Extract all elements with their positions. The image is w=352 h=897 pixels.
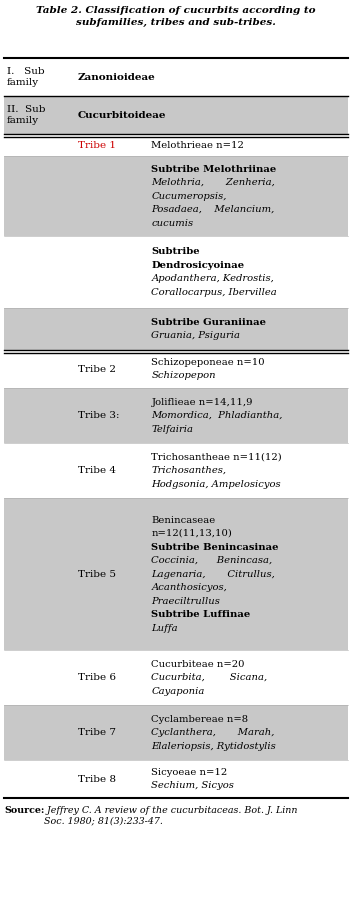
Text: Benincaseae: Benincaseae xyxy=(151,516,216,525)
Text: Posadaea,    Melancium,: Posadaea, Melancium, xyxy=(151,205,275,214)
Text: Tribe 2: Tribe 2 xyxy=(77,364,115,373)
Text: Cyclambereae n=8: Cyclambereae n=8 xyxy=(151,715,249,724)
Text: Tribe 7: Tribe 7 xyxy=(77,728,115,737)
Text: Gruania, Psiguria: Gruania, Psiguria xyxy=(151,331,240,340)
Text: II.  Sub
family: II. Sub family xyxy=(7,105,45,125)
Bar xyxy=(4,308,348,350)
Text: Melothrieae n=12: Melothrieae n=12 xyxy=(151,141,244,150)
Text: Jeffrey C. A review of the cucurbitaceas. Bot. J. Linn
Soc. 1980; 81(3):233-47.: Jeffrey C. A review of the cucurbitaceas… xyxy=(44,806,297,825)
Bar xyxy=(4,350,348,388)
Text: n=12(11,13,10): n=12(11,13,10) xyxy=(151,529,232,538)
Text: Cayaponia: Cayaponia xyxy=(151,686,205,695)
Text: cucumis: cucumis xyxy=(151,219,194,228)
Text: Schizopeponeae n=10: Schizopeponeae n=10 xyxy=(151,358,265,367)
Text: Subtribe Melothriinae: Subtribe Melothriinae xyxy=(151,164,277,173)
Text: Cucurbita,        Sicana,: Cucurbita, Sicana, xyxy=(151,673,268,682)
Bar xyxy=(4,388,348,443)
Text: Source:: Source: xyxy=(4,806,44,815)
Text: Subtribe Guraniinae: Subtribe Guraniinae xyxy=(151,318,266,327)
Text: Telfairia: Telfairia xyxy=(151,424,194,433)
Bar xyxy=(4,650,348,705)
Text: Praeciltrullus: Praeciltrullus xyxy=(151,597,220,605)
Text: Coccinia,      Benincasa,: Coccinia, Benincasa, xyxy=(151,556,272,565)
Text: Trichosantheae n=11(12): Trichosantheae n=11(12) xyxy=(151,452,282,461)
Text: Cucurbitoideae: Cucurbitoideae xyxy=(77,110,166,119)
Bar xyxy=(4,236,348,308)
Text: Acanthosicyos,: Acanthosicyos, xyxy=(151,583,227,592)
Text: Cucurbiteae n=20: Cucurbiteae n=20 xyxy=(151,659,245,668)
Bar xyxy=(4,58,348,96)
Text: Subtribe Benincasinae: Subtribe Benincasinae xyxy=(151,543,279,552)
Bar xyxy=(4,498,348,650)
Bar xyxy=(4,96,348,134)
Bar xyxy=(4,705,348,760)
Text: Subtribe: Subtribe xyxy=(151,248,200,257)
Text: Cyclanthera,       Marah,: Cyclanthera, Marah, xyxy=(151,728,275,737)
Text: Dendrosicyoinae: Dendrosicyoinae xyxy=(151,261,245,270)
Text: Zanonioideae: Zanonioideae xyxy=(77,73,155,82)
Text: Tribe 6: Tribe 6 xyxy=(77,673,115,682)
Text: Sechium, Sicyos: Sechium, Sicyos xyxy=(151,781,234,790)
Text: Schizopepon: Schizopepon xyxy=(151,371,216,380)
Text: Subtribe Luffinae: Subtribe Luffinae xyxy=(151,610,251,619)
Bar xyxy=(4,760,348,798)
Bar xyxy=(4,134,348,156)
Bar xyxy=(4,443,348,498)
Text: Apodanthera, Kedrostis,: Apodanthera, Kedrostis, xyxy=(151,274,274,283)
Text: Tribe 8: Tribe 8 xyxy=(77,774,115,783)
Text: Corallocarpus, Ibervillea: Corallocarpus, Ibervillea xyxy=(151,288,277,297)
Text: Tribe 1: Tribe 1 xyxy=(77,141,115,150)
Text: Trichosanthes,: Trichosanthes, xyxy=(151,466,226,475)
Text: Tribe 5: Tribe 5 xyxy=(77,570,115,579)
Text: Joliflieae n=14,11,9: Joliflieae n=14,11,9 xyxy=(151,397,253,406)
Text: Cucumeropsis,: Cucumeropsis, xyxy=(151,191,227,201)
Bar xyxy=(4,156,348,236)
Text: Melothria,       Zenheria,: Melothria, Zenheria, xyxy=(151,178,275,187)
Text: I.   Sub
family: I. Sub family xyxy=(7,67,45,87)
Text: Luffa: Luffa xyxy=(151,623,178,632)
Text: Sicyoeae n=12: Sicyoeae n=12 xyxy=(151,768,228,777)
Text: Momordica,  Phladiantha,: Momordica, Phladiantha, xyxy=(151,411,283,420)
Text: Tribe 3:: Tribe 3: xyxy=(77,411,119,420)
Text: Hodgsonia, Ampelosicyos: Hodgsonia, Ampelosicyos xyxy=(151,480,281,489)
Text: Elaleriopsis, Rytidostylis: Elaleriopsis, Rytidostylis xyxy=(151,742,276,751)
Text: Lagenaria,       Citrullus,: Lagenaria, Citrullus, xyxy=(151,570,275,579)
Text: Table 2. Classification of cucurbits according to
subfamilies, tribes and sub-tr: Table 2. Classification of cucurbits acc… xyxy=(36,6,316,27)
Text: Tribe 4: Tribe 4 xyxy=(77,466,115,475)
